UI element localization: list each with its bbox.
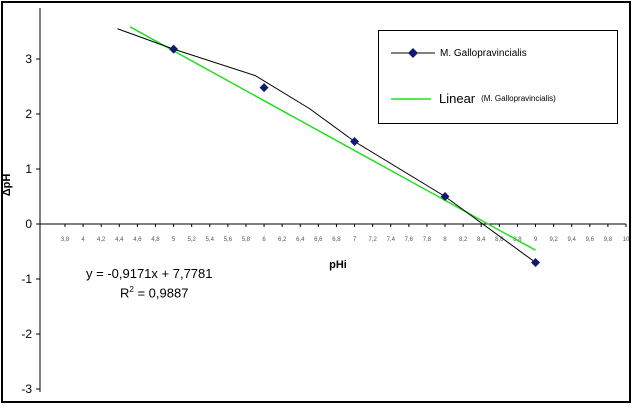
data-point-marker xyxy=(531,258,541,267)
x-tick-label: 7,6 xyxy=(405,237,414,243)
legend-swatch-series xyxy=(391,48,435,58)
trendline-equation: y = -0,9171x + 7,7781 xyxy=(86,266,213,281)
x-tick-label: 4,6 xyxy=(133,237,142,243)
x-tick-label: 9,8 xyxy=(604,237,613,243)
r-squared: R2 = 0,9887 xyxy=(120,285,188,300)
r-squared-prefix: R xyxy=(120,285,130,301)
y-tick-label: 0 xyxy=(25,217,32,231)
y-tick-label: -1 xyxy=(21,272,32,286)
data-point-marker xyxy=(440,192,450,201)
x-tick-label: 5,2 xyxy=(188,237,197,243)
x-tick-label: 6 xyxy=(262,237,266,243)
y-tick-label: -3 xyxy=(21,382,32,396)
y-tick-label: 1 xyxy=(25,162,32,176)
x-tick-label: 6,4 xyxy=(296,237,305,243)
x-tick-label: 9,6 xyxy=(586,237,595,243)
x-tick-label: 7,2 xyxy=(368,237,377,243)
x-tick-label: 9 xyxy=(534,237,538,243)
x-tick-label: 9,2 xyxy=(549,237,558,243)
x-tick-label: 6,6 xyxy=(314,237,323,243)
x-tick-label: 5,4 xyxy=(206,237,215,243)
x-tick-label: 8,2 xyxy=(459,237,468,243)
data-point-marker xyxy=(169,44,179,54)
x-tick-label: 3,8 xyxy=(61,237,70,243)
data-point-marker xyxy=(350,137,360,146)
x-tick-label: 7,8 xyxy=(423,237,432,243)
x-tick-label: 9,4 xyxy=(568,237,577,243)
x-tick-label: 10 xyxy=(623,237,630,243)
x-tick-label: 4,4 xyxy=(115,237,124,243)
r-squared-sup: 2 xyxy=(129,285,134,294)
data-point-marker xyxy=(259,83,269,93)
y-tick-label: -2 xyxy=(21,327,32,341)
y-tick-label: 2 xyxy=(25,107,32,121)
legend-item-linear: Linear (M. Gallopravincialis) xyxy=(389,91,556,106)
legend-item-series: M. Gallopravincialis xyxy=(389,47,527,59)
r-squared-value: = 0,9887 xyxy=(133,285,189,301)
x-tick-label: 8,6 xyxy=(495,237,504,243)
legend: M. Gallopravincialis Linear (M. Gallopra… xyxy=(378,30,618,124)
legend-swatch-linear xyxy=(391,97,431,100)
x-tick-label: 5 xyxy=(172,237,176,243)
x-axis-label: pHi xyxy=(329,259,347,271)
legend-label-linear: Linear xyxy=(439,91,476,106)
y-tick-label: 3 xyxy=(25,52,32,66)
x-tick-label: 5,6 xyxy=(224,237,233,243)
x-tick-label: 7,4 xyxy=(387,237,396,243)
x-tick-label: 4,8 xyxy=(151,237,160,243)
x-tick-label: 8,4 xyxy=(477,237,486,243)
x-tick-label: 7 xyxy=(353,237,357,243)
x-tick-label: 4 xyxy=(81,237,85,243)
x-tick-label: 8 xyxy=(443,237,447,243)
legend-label-series: M. Gallopravincialis xyxy=(440,47,527,59)
x-tick-label: 5,8 xyxy=(242,237,251,243)
x-tick-label: 6,8 xyxy=(332,237,341,243)
x-tick-label: 6,2 xyxy=(278,237,287,243)
y-axis-label: ΔpH xyxy=(1,174,13,197)
legend-label-linear-paren: (M. Gallopravincialis) xyxy=(481,94,556,103)
x-tick-label: 4,2 xyxy=(97,237,106,243)
